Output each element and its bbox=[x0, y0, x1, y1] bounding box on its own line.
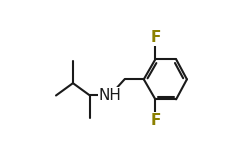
Text: F: F bbox=[150, 113, 161, 128]
Text: F: F bbox=[150, 30, 161, 45]
Text: NH: NH bbox=[98, 88, 121, 103]
